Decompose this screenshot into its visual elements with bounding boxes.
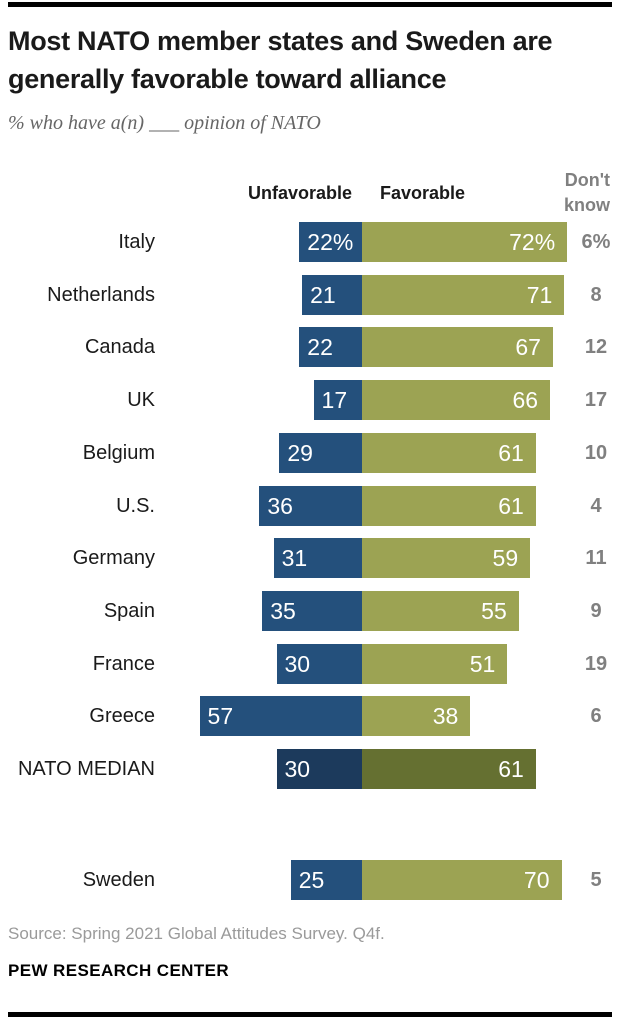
bar-unfavorable: 22%: [299, 222, 362, 262]
favorable-value: 70: [523, 867, 550, 893]
bar-favorable: 61: [362, 433, 536, 473]
unfavorable-value: 36: [267, 493, 293, 519]
chart-row: Spain 35 55 9: [0, 591, 620, 631]
unfavorable-value: 25: [298, 867, 325, 893]
top-rule: [8, 2, 612, 7]
row-label: Netherlands: [47, 284, 155, 306]
row-label: Spain: [103, 600, 155, 622]
legend-unfavorable: Unfavorable: [247, 183, 352, 203]
favorable-value: 61: [498, 493, 524, 519]
dont-know-value: 5: [590, 869, 602, 891]
chart-row: Netherlands 21 71 8: [0, 275, 620, 315]
bar-favorable: 61: [362, 749, 536, 789]
row-label: Greece: [89, 705, 155, 727]
favorable-value: 61: [498, 756, 524, 782]
bar-favorable: 59: [362, 538, 531, 578]
bar-unfavorable: 17: [313, 380, 362, 420]
legend-dont-know-line1: Don't: [564, 170, 610, 190]
unfavorable-value: 17: [321, 387, 348, 413]
bar-unfavorable: 21: [302, 275, 362, 315]
favorable-value: 71: [526, 282, 553, 308]
bar-favorable: 71: [362, 275, 565, 315]
row-label: Belgium: [82, 442, 155, 464]
bar-favorable: 72%: [362, 222, 568, 262]
bar-unfavorable: 36: [259, 486, 362, 526]
unfavorable-value: 31: [281, 545, 308, 571]
bar-favorable: 70: [362, 860, 562, 900]
chart-row: Germany 31 59 11: [0, 538, 620, 578]
chart-row: UK 17 66 17: [0, 380, 620, 420]
chart-subtitle: % who have a(n) ___ opinion of NATO: [8, 112, 321, 134]
bar-favorable: 66: [362, 380, 551, 420]
unfavorable-value: 30: [284, 756, 311, 782]
dont-know-value: 4: [590, 495, 602, 517]
favorable-value: 61: [498, 440, 524, 466]
favorable-value: 59: [492, 545, 519, 571]
chart-row: Sweden 25 70 5: [0, 860, 620, 900]
row-label: Canada: [84, 336, 155, 358]
bar-unfavorable: 31: [273, 538, 362, 578]
dont-know-value: 10: [584, 442, 608, 464]
legend-favorable: Favorable: [380, 183, 466, 203]
chart-title: Most NATO member states and Sweden are g…: [8, 26, 553, 94]
bar-unfavorable: 22: [299, 327, 362, 367]
unfavorable-value: 22%: [307, 229, 354, 255]
brand: PEW RESEARCH CENTER: [8, 961, 230, 980]
dont-know-value: 17: [584, 389, 608, 411]
row-label: Italy: [118, 231, 155, 253]
dont-know-value: 12: [584, 336, 608, 358]
source-note: Source: Spring 2021 Global Attitudes Sur…: [8, 924, 385, 943]
row-label: Germany: [72, 547, 155, 569]
bar-unfavorable: 29: [279, 433, 362, 473]
chart-row: NATO MEDIAN 30 61: [0, 749, 620, 789]
favorable-value: 67: [515, 334, 541, 360]
favorable-value: 51: [469, 651, 496, 677]
dont-know-value: 8: [590, 284, 602, 306]
favorable-value: 38: [432, 703, 459, 729]
bottom-rule: [8, 1012, 612, 1017]
row-label: UK: [127, 389, 155, 411]
bar-unfavorable: 30: [276, 644, 362, 684]
bar-favorable: 61: [362, 486, 536, 526]
bar-favorable: 67: [362, 327, 553, 367]
favorable-value: 72%: [509, 229, 556, 255]
dont-know-value: 19: [584, 653, 608, 675]
unfavorable-value: 29: [287, 440, 313, 466]
bar-unfavorable: 35: [262, 591, 362, 631]
legend-dont-know: Don't know: [540, 168, 610, 218]
favorable-value: 55: [481, 598, 507, 624]
chart-row: Italy 22% 72% 6%: [0, 222, 620, 262]
legend-dont-know-line2: know: [563, 195, 610, 215]
bar-favorable: 51: [362, 644, 508, 684]
dont-know-value: 6: [590, 705, 602, 727]
unfavorable-value: 35: [270, 598, 296, 624]
row-label: NATO MEDIAN: [17, 758, 155, 780]
chart-row: Belgium 29 61 10: [0, 433, 620, 473]
chart-row: Greece 57 38 6: [0, 696, 620, 736]
dont-know-value: 6%: [581, 231, 611, 253]
unfavorable-value: 57: [207, 703, 234, 729]
chart-row: U.S. 36 61 4: [0, 486, 620, 526]
dont-know-value: 9: [590, 600, 602, 622]
dont-know-value: 11: [585, 547, 607, 569]
chart-row: Canada 22 67 12: [0, 327, 620, 367]
unfavorable-value: 21: [310, 282, 336, 308]
row-label: Sweden: [82, 869, 155, 891]
unfavorable-value: 22: [307, 334, 333, 360]
chart-row: France 30 51 19: [0, 644, 620, 684]
row-label: U.S.: [116, 495, 155, 517]
favorable-value: 66: [512, 387, 539, 413]
bar-unfavorable: 25: [290, 860, 362, 900]
bar-favorable: 55: [362, 591, 519, 631]
bar-unfavorable: 30: [276, 749, 362, 789]
bar-unfavorable: 57: [199, 696, 362, 736]
bar-favorable: 38: [362, 696, 471, 736]
unfavorable-value: 30: [284, 651, 311, 677]
row-label: France: [92, 653, 155, 675]
